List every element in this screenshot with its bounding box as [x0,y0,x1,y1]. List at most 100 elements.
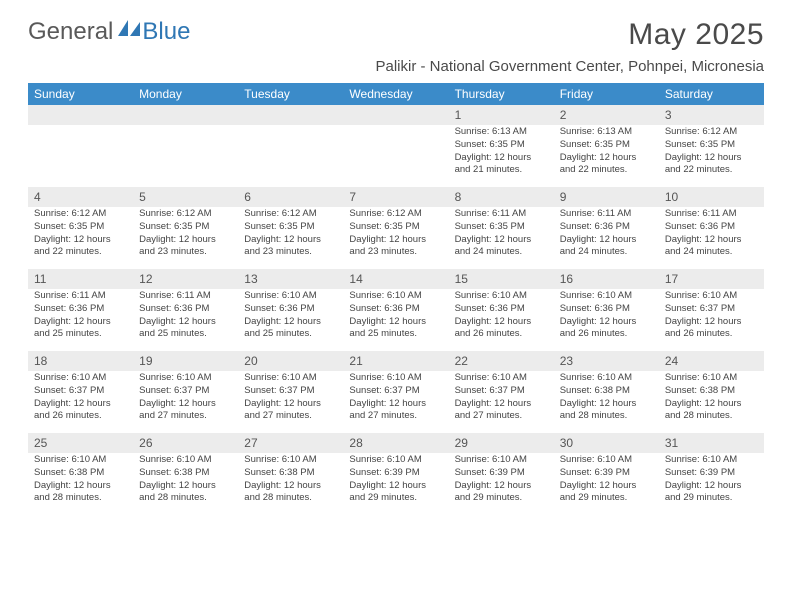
daylight-text: Daylight: 12 hours and 26 minutes. [455,316,548,342]
day-number-cell [343,105,448,125]
day-detail-cell: Sunrise: 6:10 AMSunset: 6:38 PMDaylight:… [238,453,343,515]
day-detail-cell: Sunrise: 6:11 AMSunset: 6:36 PMDaylight:… [133,289,238,351]
day-number-cell [133,105,238,125]
sunset-text: Sunset: 6:37 PM [139,385,232,398]
sunrise-text: Sunrise: 6:12 AM [349,208,442,221]
sunset-text: Sunset: 6:37 PM [455,385,548,398]
day-number-cell: 25 [28,433,133,453]
day-header: Sunday [28,83,133,105]
day-number-cell: 4 [28,187,133,207]
day-detail-cell: Sunrise: 6:10 AMSunset: 6:37 PMDaylight:… [28,371,133,433]
day-detail-cell: Sunrise: 6:10 AMSunset: 6:38 PMDaylight:… [133,453,238,515]
day-detail-cell: Sunrise: 6:11 AMSunset: 6:36 PMDaylight:… [554,207,659,269]
week-detail-row: Sunrise: 6:13 AMSunset: 6:35 PMDaylight:… [28,125,764,187]
sunset-text: Sunset: 6:36 PM [560,221,653,234]
day-detail-cell: Sunrise: 6:12 AMSunset: 6:35 PMDaylight:… [659,125,764,187]
daylight-text: Daylight: 12 hours and 25 minutes. [139,316,232,342]
sunrise-text: Sunrise: 6:10 AM [139,372,232,385]
daylight-text: Daylight: 12 hours and 23 minutes. [349,234,442,260]
daylight-text: Daylight: 12 hours and 23 minutes. [139,234,232,260]
daylight-text: Daylight: 12 hours and 22 minutes. [665,152,758,178]
sunrise-text: Sunrise: 6:10 AM [34,454,127,467]
day-number-cell: 17 [659,269,764,289]
day-detail-cell: Sunrise: 6:12 AMSunset: 6:35 PMDaylight:… [238,207,343,269]
day-detail-cell: Sunrise: 6:10 AMSunset: 6:37 PMDaylight:… [659,289,764,351]
day-detail-cell: Sunrise: 6:10 AMSunset: 6:36 PMDaylight:… [343,289,448,351]
sunrise-text: Sunrise: 6:12 AM [139,208,232,221]
sunrise-text: Sunrise: 6:10 AM [244,290,337,303]
daylight-text: Daylight: 12 hours and 29 minutes. [665,480,758,506]
sunrise-text: Sunrise: 6:10 AM [455,290,548,303]
sunrise-text: Sunrise: 6:10 AM [560,454,653,467]
day-detail-cell [133,125,238,187]
daylight-text: Daylight: 12 hours and 28 minutes. [34,480,127,506]
day-number-cell: 28 [343,433,448,453]
day-header: Friday [554,83,659,105]
day-detail-cell [28,125,133,187]
sunset-text: Sunset: 6:36 PM [349,303,442,316]
sunrise-text: Sunrise: 6:10 AM [560,372,653,385]
sunset-text: Sunset: 6:35 PM [665,139,758,152]
daylight-text: Daylight: 12 hours and 26 minutes. [665,316,758,342]
day-detail-cell: Sunrise: 6:11 AMSunset: 6:35 PMDaylight:… [449,207,554,269]
location-subtitle: Palikir - National Government Center, Po… [375,58,764,75]
brand-part2: Blue [142,18,190,46]
day-number-cell: 23 [554,351,659,371]
day-detail-cell: Sunrise: 6:10 AMSunset: 6:37 PMDaylight:… [133,371,238,433]
day-number-cell: 11 [28,269,133,289]
sunset-text: Sunset: 6:39 PM [560,467,653,480]
sunset-text: Sunset: 6:38 PM [665,385,758,398]
week-daynum-row: 18192021222324 [28,351,764,371]
day-number-cell: 29 [449,433,554,453]
day-detail-cell: Sunrise: 6:10 AMSunset: 6:38 PMDaylight:… [28,453,133,515]
day-header: Tuesday [238,83,343,105]
day-number-cell: 12 [133,269,238,289]
sunset-text: Sunset: 6:35 PM [455,221,548,234]
day-number-cell: 24 [659,351,764,371]
week-detail-row: Sunrise: 6:12 AMSunset: 6:35 PMDaylight:… [28,207,764,269]
logo-sail-icon [118,20,140,38]
daylight-text: Daylight: 12 hours and 27 minutes. [455,398,548,424]
day-detail-cell: Sunrise: 6:10 AMSunset: 6:36 PMDaylight:… [554,289,659,351]
sunset-text: Sunset: 6:38 PM [139,467,232,480]
sunrise-text: Sunrise: 6:11 AM [139,290,232,303]
week-daynum-row: 11121314151617 [28,269,764,289]
day-number-cell: 3 [659,105,764,125]
sunrise-text: Sunrise: 6:10 AM [244,372,337,385]
sunset-text: Sunset: 6:35 PM [139,221,232,234]
sunrise-text: Sunrise: 6:12 AM [244,208,337,221]
day-number-cell: 15 [449,269,554,289]
day-number-cell: 22 [449,351,554,371]
day-header: Saturday [659,83,764,105]
week-daynum-row: 123 [28,105,764,125]
sunrise-text: Sunrise: 6:11 AM [455,208,548,221]
sunset-text: Sunset: 6:36 PM [244,303,337,316]
day-number-cell: 30 [554,433,659,453]
day-number-cell [238,105,343,125]
calendar: Sunday Monday Tuesday Wednesday Thursday… [28,83,764,515]
day-header: Monday [133,83,238,105]
day-number-cell: 27 [238,433,343,453]
sunset-text: Sunset: 6:36 PM [455,303,548,316]
day-header: Thursday [449,83,554,105]
day-detail-cell: Sunrise: 6:12 AMSunset: 6:35 PMDaylight:… [343,207,448,269]
day-detail-cell: Sunrise: 6:10 AMSunset: 6:37 PMDaylight:… [238,371,343,433]
sunrise-text: Sunrise: 6:12 AM [665,126,758,139]
sunset-text: Sunset: 6:36 PM [34,303,127,316]
sunrise-text: Sunrise: 6:10 AM [560,290,653,303]
sunset-text: Sunset: 6:39 PM [349,467,442,480]
sunset-text: Sunset: 6:35 PM [244,221,337,234]
daylight-text: Daylight: 12 hours and 28 minutes. [560,398,653,424]
daylight-text: Daylight: 12 hours and 29 minutes. [349,480,442,506]
daylight-text: Daylight: 12 hours and 22 minutes. [34,234,127,260]
daylight-text: Daylight: 12 hours and 28 minutes. [244,480,337,506]
sunrise-text: Sunrise: 6:11 AM [560,208,653,221]
day-number-cell: 20 [238,351,343,371]
day-number-cell: 1 [449,105,554,125]
day-detail-cell: Sunrise: 6:12 AMSunset: 6:35 PMDaylight:… [28,207,133,269]
sunrise-text: Sunrise: 6:10 AM [34,372,127,385]
day-detail-cell: Sunrise: 6:10 AMSunset: 6:38 PMDaylight:… [554,371,659,433]
page-title: May 2025 [375,18,764,52]
day-number-cell: 13 [238,269,343,289]
day-detail-cell [238,125,343,187]
